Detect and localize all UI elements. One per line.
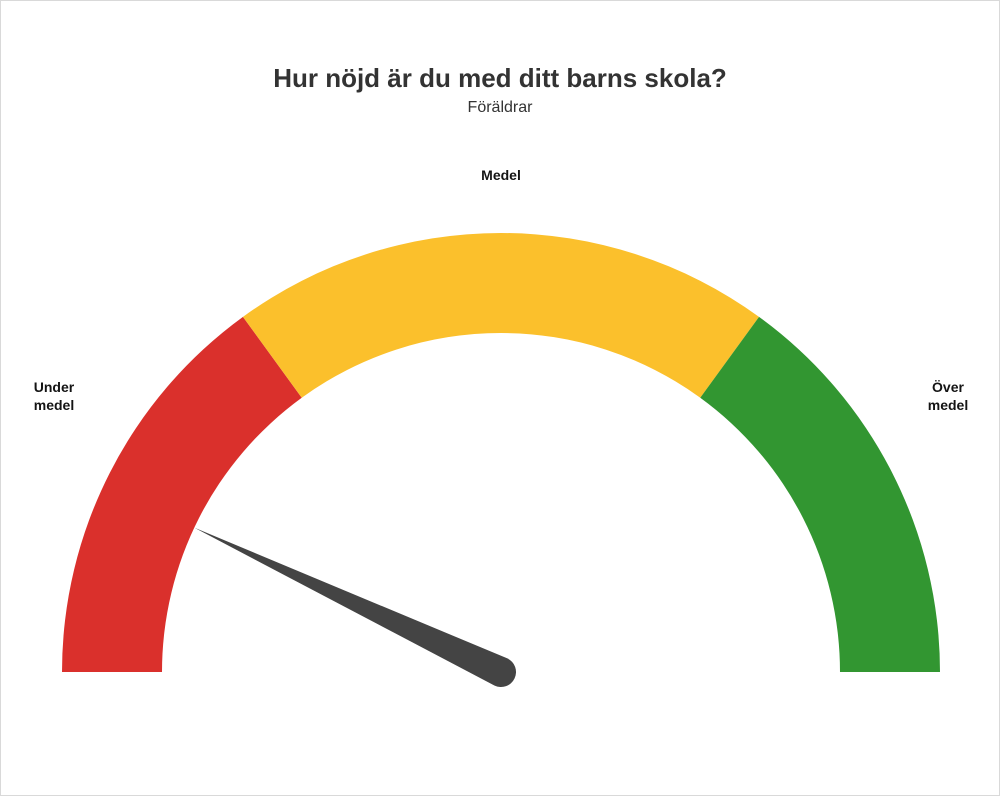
gauge-segment bbox=[243, 233, 759, 398]
gauge-label-over-medel: Över medel bbox=[918, 379, 978, 414]
gauge-segment bbox=[62, 317, 302, 672]
gauge-chart: Under medel Medel Över medel bbox=[62, 193, 940, 713]
gauge-segment bbox=[700, 317, 940, 672]
gauge-svg bbox=[62, 193, 940, 713]
chart-subtitle: Föräldrar bbox=[1, 99, 999, 117]
gauge-label-medel: Medel bbox=[471, 167, 531, 185]
gauge-needle bbox=[194, 528, 516, 687]
chart-frame: Hur nöjd är du med ditt barns skola? För… bbox=[0, 0, 1000, 796]
chart-title: Hur nöjd är du med ditt barns skola? bbox=[1, 63, 999, 94]
gauge-label-under-medel: Under medel bbox=[24, 379, 84, 414]
